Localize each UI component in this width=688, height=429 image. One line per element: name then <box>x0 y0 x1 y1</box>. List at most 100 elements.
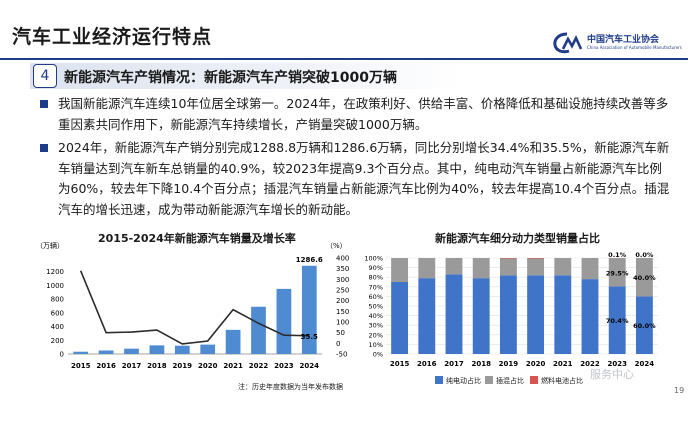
left-y-tick: 200 <box>51 337 64 345</box>
right-y-tick: 60% <box>369 293 383 301</box>
x-tick-label: 2022 <box>580 360 600 368</box>
stack-segment <box>391 282 409 354</box>
caam-logo-icon <box>553 32 583 54</box>
right-y-tick: 80% <box>369 274 383 282</box>
page-number: 19 <box>674 386 685 395</box>
right-y-tick: 20% <box>369 331 383 339</box>
title-divider <box>0 58 688 60</box>
right-y-tick: 400 <box>336 255 349 263</box>
label-2024-phev: 40.0% <box>633 274 656 282</box>
stack-segment <box>499 275 517 354</box>
legend-phev-label: 插混占比 <box>496 377 524 385</box>
logo-cn-text: 中国汽车工业协会 <box>587 35 660 45</box>
stack-segment <box>391 258 409 282</box>
section-bar <box>30 63 460 89</box>
x-tick-label: 2015 <box>71 362 91 370</box>
section-title: 新能源汽车产销情况：新能源汽车产销突破1000万辆 <box>64 70 397 86</box>
right-y-tick: 0% <box>373 351 383 359</box>
stack-segment <box>635 296 653 354</box>
rate-2024-label: 35.5 <box>301 333 318 341</box>
sales-bar <box>276 288 292 354</box>
bullet-square-icon <box>40 100 48 108</box>
x-tick-label: 2024 <box>300 362 320 370</box>
legend-phev: 插混占比 <box>485 376 524 386</box>
right-y-tick: 100 <box>336 319 349 327</box>
label-2023-bev: 70.4% <box>606 317 629 325</box>
right-y-tick: 250 <box>336 287 349 295</box>
legend-bev-swatch <box>435 376 443 384</box>
right-y-tick: 40% <box>369 312 383 320</box>
stack-segment <box>581 279 599 354</box>
bullet-1: 我国新能源汽车连续10年位居全球第一。2024年，在政策利好、供给丰富、价格降低… <box>40 94 670 135</box>
bullet-square-icon <box>40 144 48 152</box>
bullet-text: 2024年，新能源汽车产销分别完成1288.8万辆和1286.6万辆，同比分别增… <box>58 140 670 217</box>
right-y-tick: -50 <box>336 351 347 359</box>
right-y-tick: 0 <box>336 340 340 348</box>
label-2024-bev: 60.0% <box>633 322 656 330</box>
right-y-tick: 50 <box>336 329 345 337</box>
section-number: 4 <box>33 64 57 88</box>
growth-rate-line <box>79 270 310 345</box>
left-y-tick: 1000 <box>46 282 64 290</box>
right-y-tick: 150 <box>336 308 349 316</box>
logo-en-text: China Association of Automobile Manufact… <box>587 45 682 50</box>
legend-phev-swatch <box>485 376 493 384</box>
stack-segment <box>499 258 517 276</box>
left-y-tick: 0 <box>60 351 64 359</box>
caam-logo: 中国汽车工业协会 China Association of Automobile… <box>553 31 683 55</box>
sales-bar <box>73 351 89 354</box>
right-chart: 0% 10% 20%30% 40%50% 60% 70%80% 90%100% 2015 201… <box>364 251 658 368</box>
x-tick-label: 2021 <box>553 360 573 368</box>
bullet-2: 2024年，新能源汽车产销分别完成1288.8万辆和1286.6万辆，同比分别增… <box>40 138 670 220</box>
sales-bar <box>124 348 139 354</box>
page-title: 汽车工业经济运行特点 <box>12 26 213 48</box>
legend-fcev-label: 燃料电池占比 <box>541 377 583 385</box>
right-y-tick: 50% <box>369 303 383 311</box>
left-y-tick: 400 <box>51 323 64 331</box>
left-y-tick: 600 <box>51 309 64 317</box>
stack-segment <box>635 258 653 297</box>
right-chart-title: 新能源汽车细分动力类型销量占比 <box>435 232 600 245</box>
legend-fcev-swatch <box>530 376 538 384</box>
right-y-tick: 300 <box>336 276 349 284</box>
legend-bev-label: 纯电动占比 <box>446 377 481 385</box>
x-tick-label: 2019 <box>173 362 193 370</box>
legend-fcev: 燃料电池占比 <box>530 376 583 386</box>
right-y-tick: 200 <box>336 297 349 305</box>
stack-segment <box>418 258 436 279</box>
bullet-text: 我国新能源汽车连续10年位居全球第一。2024年，在政策利好、供给丰富、价格降低… <box>58 96 669 132</box>
left-y-unit: （万辆） <box>36 241 64 250</box>
label-2023-fcev: 0.1% <box>608 251 627 259</box>
x-tick-label: 2020 <box>526 360 546 368</box>
stack-segment <box>581 258 599 280</box>
right-y-tick: 350 <box>336 265 349 273</box>
x-tick-label: 2018 <box>147 362 167 370</box>
left-chart-title: 2015-2024年新能源汽车销量及增长率 <box>98 232 296 245</box>
stack-segment <box>608 258 626 287</box>
left-y-tick: 800 <box>51 296 64 304</box>
x-tick-label: 2021 <box>223 362 243 370</box>
label-2024-fcev: 0.0% <box>635 251 654 259</box>
right-y-tick: 90% <box>369 264 383 272</box>
sales-bar <box>251 306 266 354</box>
sales-bar <box>98 350 114 354</box>
left-y-tick: 1200 <box>46 268 64 276</box>
stack-segment <box>527 258 545 276</box>
x-tick-label: 2022 <box>249 362 269 370</box>
stack-segment <box>527 275 545 354</box>
label-2023-phev: 29.5% <box>606 269 629 277</box>
x-tick-label: 2018 <box>471 360 491 368</box>
stack-segment <box>445 274 463 354</box>
sales-bar <box>225 329 241 354</box>
right-y-tick: 70% <box>369 283 383 291</box>
stack-segment <box>418 278 436 354</box>
sales-bar <box>200 344 216 354</box>
right-y-unit: （%） <box>326 242 347 250</box>
stack-segment <box>445 258 463 275</box>
watermark-text: 服务中心 <box>590 368 634 381</box>
x-tick-label: 2024 <box>635 360 655 368</box>
sales-bar <box>301 265 317 354</box>
sales-bar <box>174 345 190 354</box>
stack-segment <box>554 258 572 276</box>
right-y-tick: 30% <box>369 322 383 330</box>
